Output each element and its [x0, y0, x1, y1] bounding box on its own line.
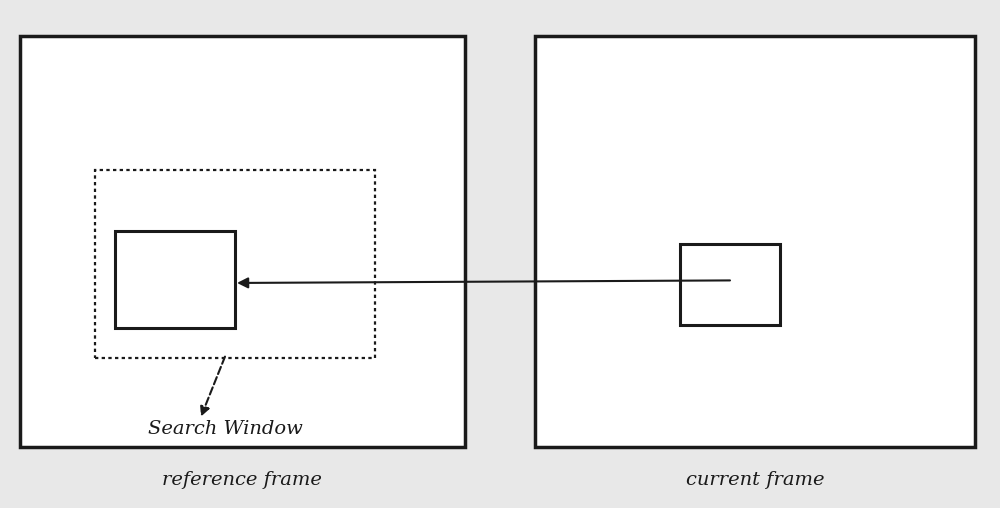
Bar — [115, 231, 235, 328]
Bar — [680, 244, 780, 325]
Text: reference frame: reference frame — [162, 471, 322, 489]
Bar — [95, 170, 375, 358]
Bar — [535, 36, 975, 447]
Text: current frame: current frame — [686, 471, 824, 489]
Bar — [20, 36, 465, 447]
Text: Search Window: Search Window — [148, 420, 302, 438]
